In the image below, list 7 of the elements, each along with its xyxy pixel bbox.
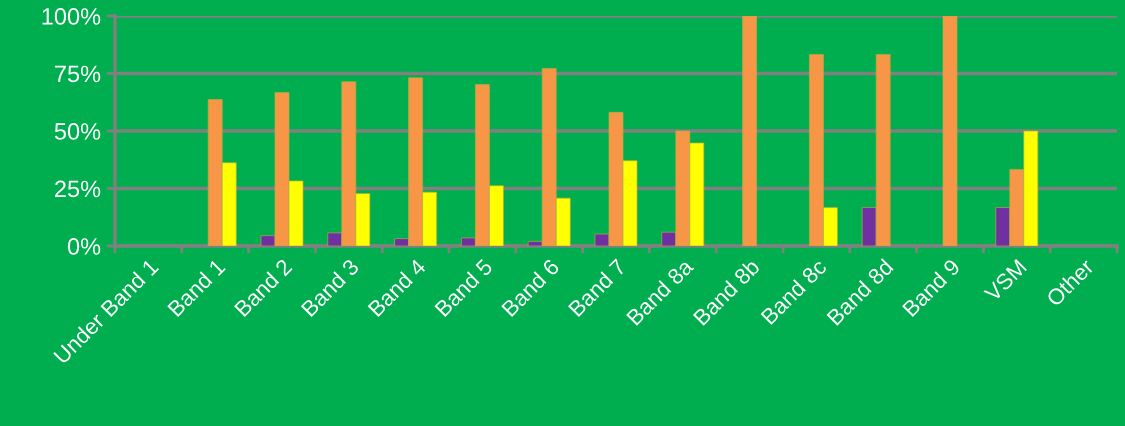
bar <box>742 16 757 246</box>
y-tick-label: 100% <box>42 8 101 25</box>
bar <box>942 16 958 246</box>
y-tick-label: 50% <box>54 123 101 140</box>
y-tick-label: 75% <box>55 65 101 83</box>
y-tick-label: 25% <box>55 180 101 198</box>
y-tick-label: 0% <box>67 238 101 255</box>
